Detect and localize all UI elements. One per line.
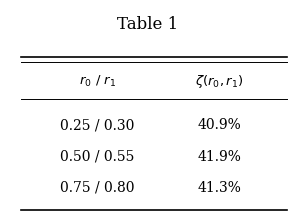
Text: 41.9%: 41.9%	[197, 149, 241, 164]
Text: Table 1: Table 1	[118, 16, 178, 33]
Text: 0.25 / 0.30: 0.25 / 0.30	[60, 118, 135, 133]
Text: 0.50 / 0.55: 0.50 / 0.55	[60, 149, 135, 164]
Text: 41.3%: 41.3%	[197, 180, 241, 195]
Text: $r_0\ /\ r_1$: $r_0\ /\ r_1$	[79, 73, 116, 89]
Text: $\zeta(r_0,r_1)$: $\zeta(r_0,r_1)$	[195, 73, 243, 89]
Text: 40.9%: 40.9%	[197, 118, 241, 133]
Text: 0.75 / 0.80: 0.75 / 0.80	[60, 180, 135, 195]
